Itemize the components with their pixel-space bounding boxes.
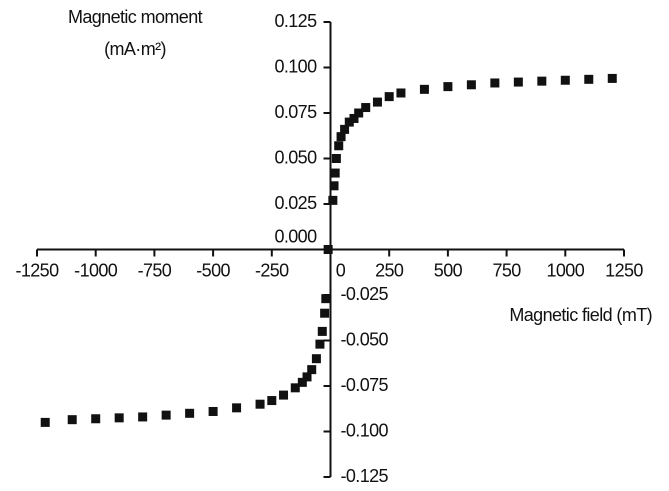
data-point (466, 80, 476, 90)
data-point (40, 417, 50, 427)
data-point (560, 75, 570, 85)
data-point (91, 414, 101, 424)
data-point (384, 92, 394, 102)
x-tick-label: -500 (196, 260, 230, 280)
data-point (114, 413, 124, 423)
data-point (302, 372, 312, 382)
data-point (349, 113, 359, 123)
data-point (232, 403, 242, 413)
data-point (396, 88, 406, 98)
data-point (267, 396, 277, 406)
data-point (255, 399, 265, 409)
x-tick-label: -750 (138, 260, 172, 280)
data-point (584, 74, 594, 84)
data-point (330, 168, 340, 178)
y-tick-label: -0.125 (341, 466, 389, 486)
data-point (320, 308, 330, 318)
data-point (419, 84, 429, 94)
x-tick-label: -1250 (15, 260, 59, 280)
data-point (321, 294, 331, 304)
data-point (323, 245, 333, 254)
data-point (361, 103, 371, 113)
y-tick-label: -0.075 (341, 375, 389, 395)
x-tick-label: 250 (375, 260, 404, 280)
data-point (297, 377, 307, 387)
data-point (307, 365, 317, 375)
data-point (372, 97, 382, 107)
data-point (443, 82, 453, 92)
y-tick-label: 0.000 (274, 226, 317, 246)
x-axis-label: Magnetic field (mT) (509, 305, 652, 325)
data-point (334, 141, 344, 151)
data-point (340, 124, 350, 134)
data-point (290, 383, 300, 393)
data-point (208, 406, 218, 416)
x-tick-label: 1250 (605, 260, 643, 280)
x-tick-label: 750 (492, 260, 521, 280)
data-point (331, 154, 341, 163)
data-point (344, 117, 354, 127)
y-tick-label: -0.025 (341, 284, 389, 304)
data-point (336, 132, 346, 142)
x-tick-label: 500 (434, 260, 463, 280)
data-point (354, 108, 364, 118)
y-tick-label: 0.050 (274, 147, 317, 167)
y-tick-label: 0.125 (274, 11, 317, 31)
y-tick-label: -0.100 (341, 420, 389, 440)
y-tick-label: 0.075 (274, 102, 317, 122)
data-point (329, 181, 339, 191)
data-point (185, 408, 195, 418)
data-point (317, 326, 327, 336)
data-point (607, 73, 617, 83)
data-point (537, 76, 547, 86)
data-point (311, 354, 321, 364)
x-tick-label: -1000 (74, 260, 118, 280)
x-tick-label: 1000 (546, 260, 584, 280)
data-point (490, 78, 500, 88)
y-axis-label: (mA·m²) (104, 39, 166, 59)
y-tick-label: 0.100 (274, 56, 317, 76)
data-point (328, 195, 338, 205)
data-point (138, 412, 148, 422)
data-point (315, 339, 325, 349)
x-tick-label: -250 (255, 260, 289, 280)
x-tick-label: 0 (336, 260, 346, 280)
data-point (513, 77, 523, 87)
y-tick-label: -0.050 (341, 329, 389, 349)
y-axis-label: Magnetic moment (68, 7, 203, 27)
data-point (161, 410, 171, 420)
y-tick-label: 0.025 (274, 193, 317, 213)
data-point (279, 390, 289, 400)
data-point (67, 415, 77, 425)
